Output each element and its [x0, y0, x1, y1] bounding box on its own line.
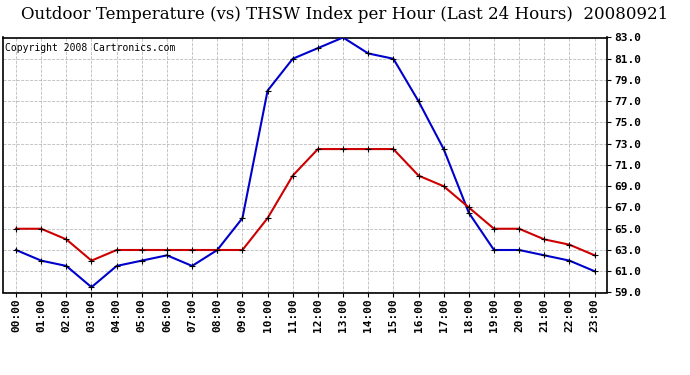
Text: Outdoor Temperature (vs) THSW Index per Hour (Last 24 Hours)  20080921: Outdoor Temperature (vs) THSW Index per … — [21, 6, 669, 22]
Text: Copyright 2008 Cartronics.com: Copyright 2008 Cartronics.com — [5, 43, 175, 52]
